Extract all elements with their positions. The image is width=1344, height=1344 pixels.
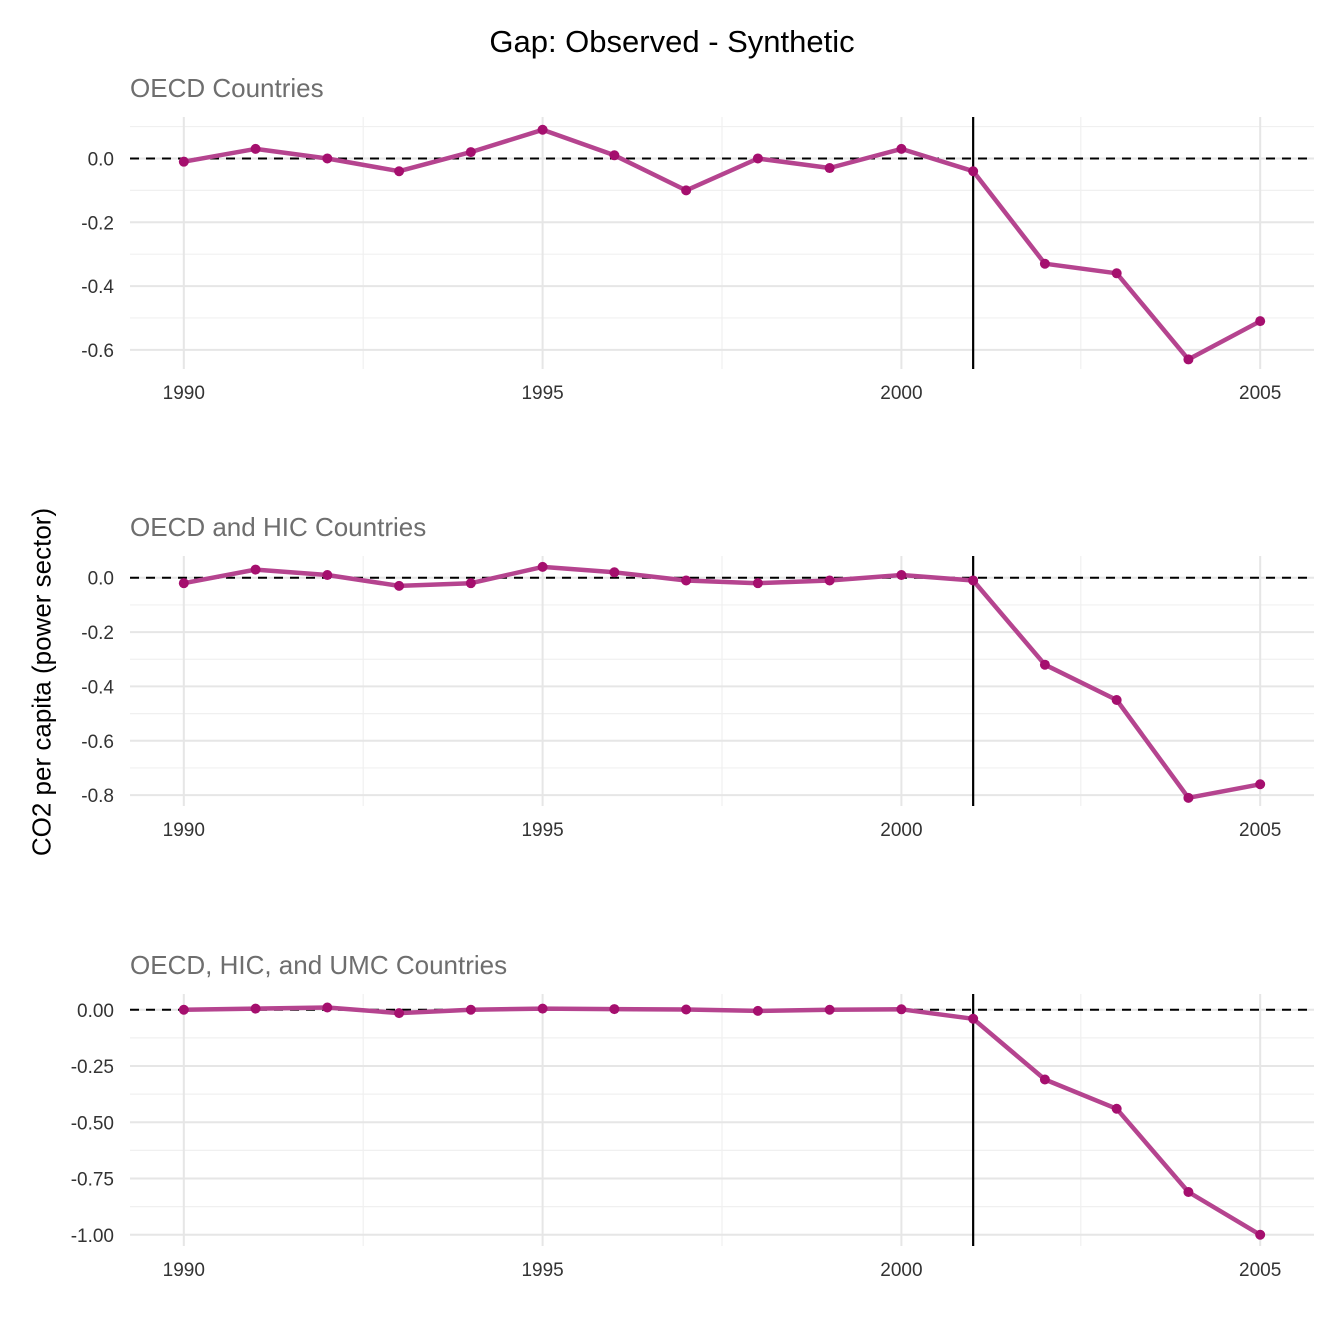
- y-tick-label: -0.50: [71, 1113, 114, 1134]
- data-point: [537, 124, 548, 135]
- y-tick-label: -0.25: [71, 1057, 114, 1078]
- data-point: [681, 1004, 692, 1015]
- data-point: [1183, 354, 1194, 365]
- data-point: [1255, 1229, 1266, 1240]
- x-tick-label: 2005: [1239, 1260, 1281, 1281]
- x-tick-label: 2000: [880, 1260, 922, 1281]
- data-point: [178, 1004, 189, 1015]
- y-tick-label: 0.0: [88, 569, 114, 590]
- data-point: [609, 567, 620, 578]
- y-tick-label: 0.0: [88, 149, 114, 170]
- data-point: [1039, 659, 1050, 670]
- data-point: [896, 1004, 907, 1015]
- panel-3: 0.00 -0.25 -0.50 -0.75 -1.00 1990 1995 2000 2005…: [71, 950, 1314, 1281]
- data-point: [537, 561, 548, 572]
- data-point: [465, 147, 476, 158]
- data-point: [1039, 1074, 1050, 1085]
- y-tick-label: -0.6: [81, 732, 114, 753]
- data-point: [465, 1004, 476, 1015]
- data-point: [394, 1008, 405, 1019]
- data-point: [250, 1003, 261, 1014]
- data-point: [681, 185, 692, 196]
- x-tick-label: 1995: [521, 383, 563, 404]
- data-point: [609, 1004, 620, 1015]
- panel-2: 0.0 -0.2 -0.4 -0.6 -0.8 1990 1995 2000 2005 OECD …: [81, 512, 1314, 841]
- chart-title: Gap: Observed - Synthetic: [489, 24, 855, 59]
- data-point: [1183, 1187, 1194, 1197]
- x-tick-label: 1995: [521, 820, 563, 841]
- data-point: [1183, 792, 1194, 803]
- data-point: [681, 575, 692, 586]
- y-tick-label: -0.4: [81, 677, 114, 698]
- x-tick-label: 2000: [880, 820, 922, 841]
- data-point: [1039, 258, 1050, 269]
- y-tick-label: -0.8: [81, 786, 114, 807]
- data-point: [824, 1004, 835, 1015]
- x-tick-label: 2005: [1239, 383, 1281, 404]
- data-point: [1111, 1103, 1122, 1114]
- series-line: [181, 564, 1263, 801]
- data-point: [752, 578, 763, 589]
- y-tick-label: -0.4: [81, 277, 114, 298]
- data-point: [1111, 268, 1122, 279]
- data-point: [322, 153, 333, 164]
- y-tick-label: -0.6: [81, 341, 114, 362]
- data-point: [824, 575, 835, 586]
- y-tick-label: -1.00: [71, 1226, 114, 1247]
- data-point: [322, 570, 333, 581]
- y-tick-label: -0.2: [81, 213, 114, 234]
- data-point: [465, 578, 476, 589]
- data-point: [752, 153, 763, 164]
- data-point: [896, 570, 907, 581]
- data-point: [394, 580, 405, 591]
- panel-1: 0.0 -0.2 -0.4 -0.6 1990 1995 2000 2005 OECD Coun…: [81, 73, 1314, 404]
- y-tick-label: 0.00: [77, 1001, 114, 1022]
- data-point: [1255, 316, 1266, 327]
- data-point: [178, 578, 189, 589]
- x-tick-label: 2000: [880, 383, 922, 404]
- data-point: [968, 166, 979, 177]
- series-line: [181, 127, 1263, 362]
- x-tick-label: 1990: [163, 383, 205, 404]
- data-point: [968, 1013, 979, 1024]
- y-tick-label: -0.2: [81, 623, 114, 644]
- data-point: [250, 143, 261, 154]
- data-point: [322, 1002, 333, 1013]
- data-point: [896, 143, 907, 154]
- y-tick-label: -0.75: [71, 1170, 114, 1191]
- data-point: [250, 564, 261, 575]
- data-point: [1255, 779, 1266, 790]
- x-tick-label: 2005: [1239, 820, 1281, 841]
- panel-subtitle: OECD and HIC Countries: [130, 512, 426, 542]
- panel-subtitle: OECD Countries: [130, 73, 324, 103]
- data-point: [1111, 695, 1122, 706]
- x-tick-label: 1990: [163, 1260, 205, 1281]
- data-point: [824, 163, 835, 174]
- series-line: [181, 1005, 1263, 1238]
- panel-subtitle: OECD, HIC, and UMC Countries: [130, 950, 507, 980]
- x-tick-label: 1990: [163, 820, 205, 841]
- data-point: [752, 1005, 763, 1016]
- data-point: [537, 1003, 548, 1014]
- data-point: [609, 150, 620, 161]
- x-tick-label: 1995: [521, 1260, 563, 1281]
- data-point: [968, 575, 979, 586]
- data-point: [178, 156, 189, 167]
- data-point: [394, 166, 405, 177]
